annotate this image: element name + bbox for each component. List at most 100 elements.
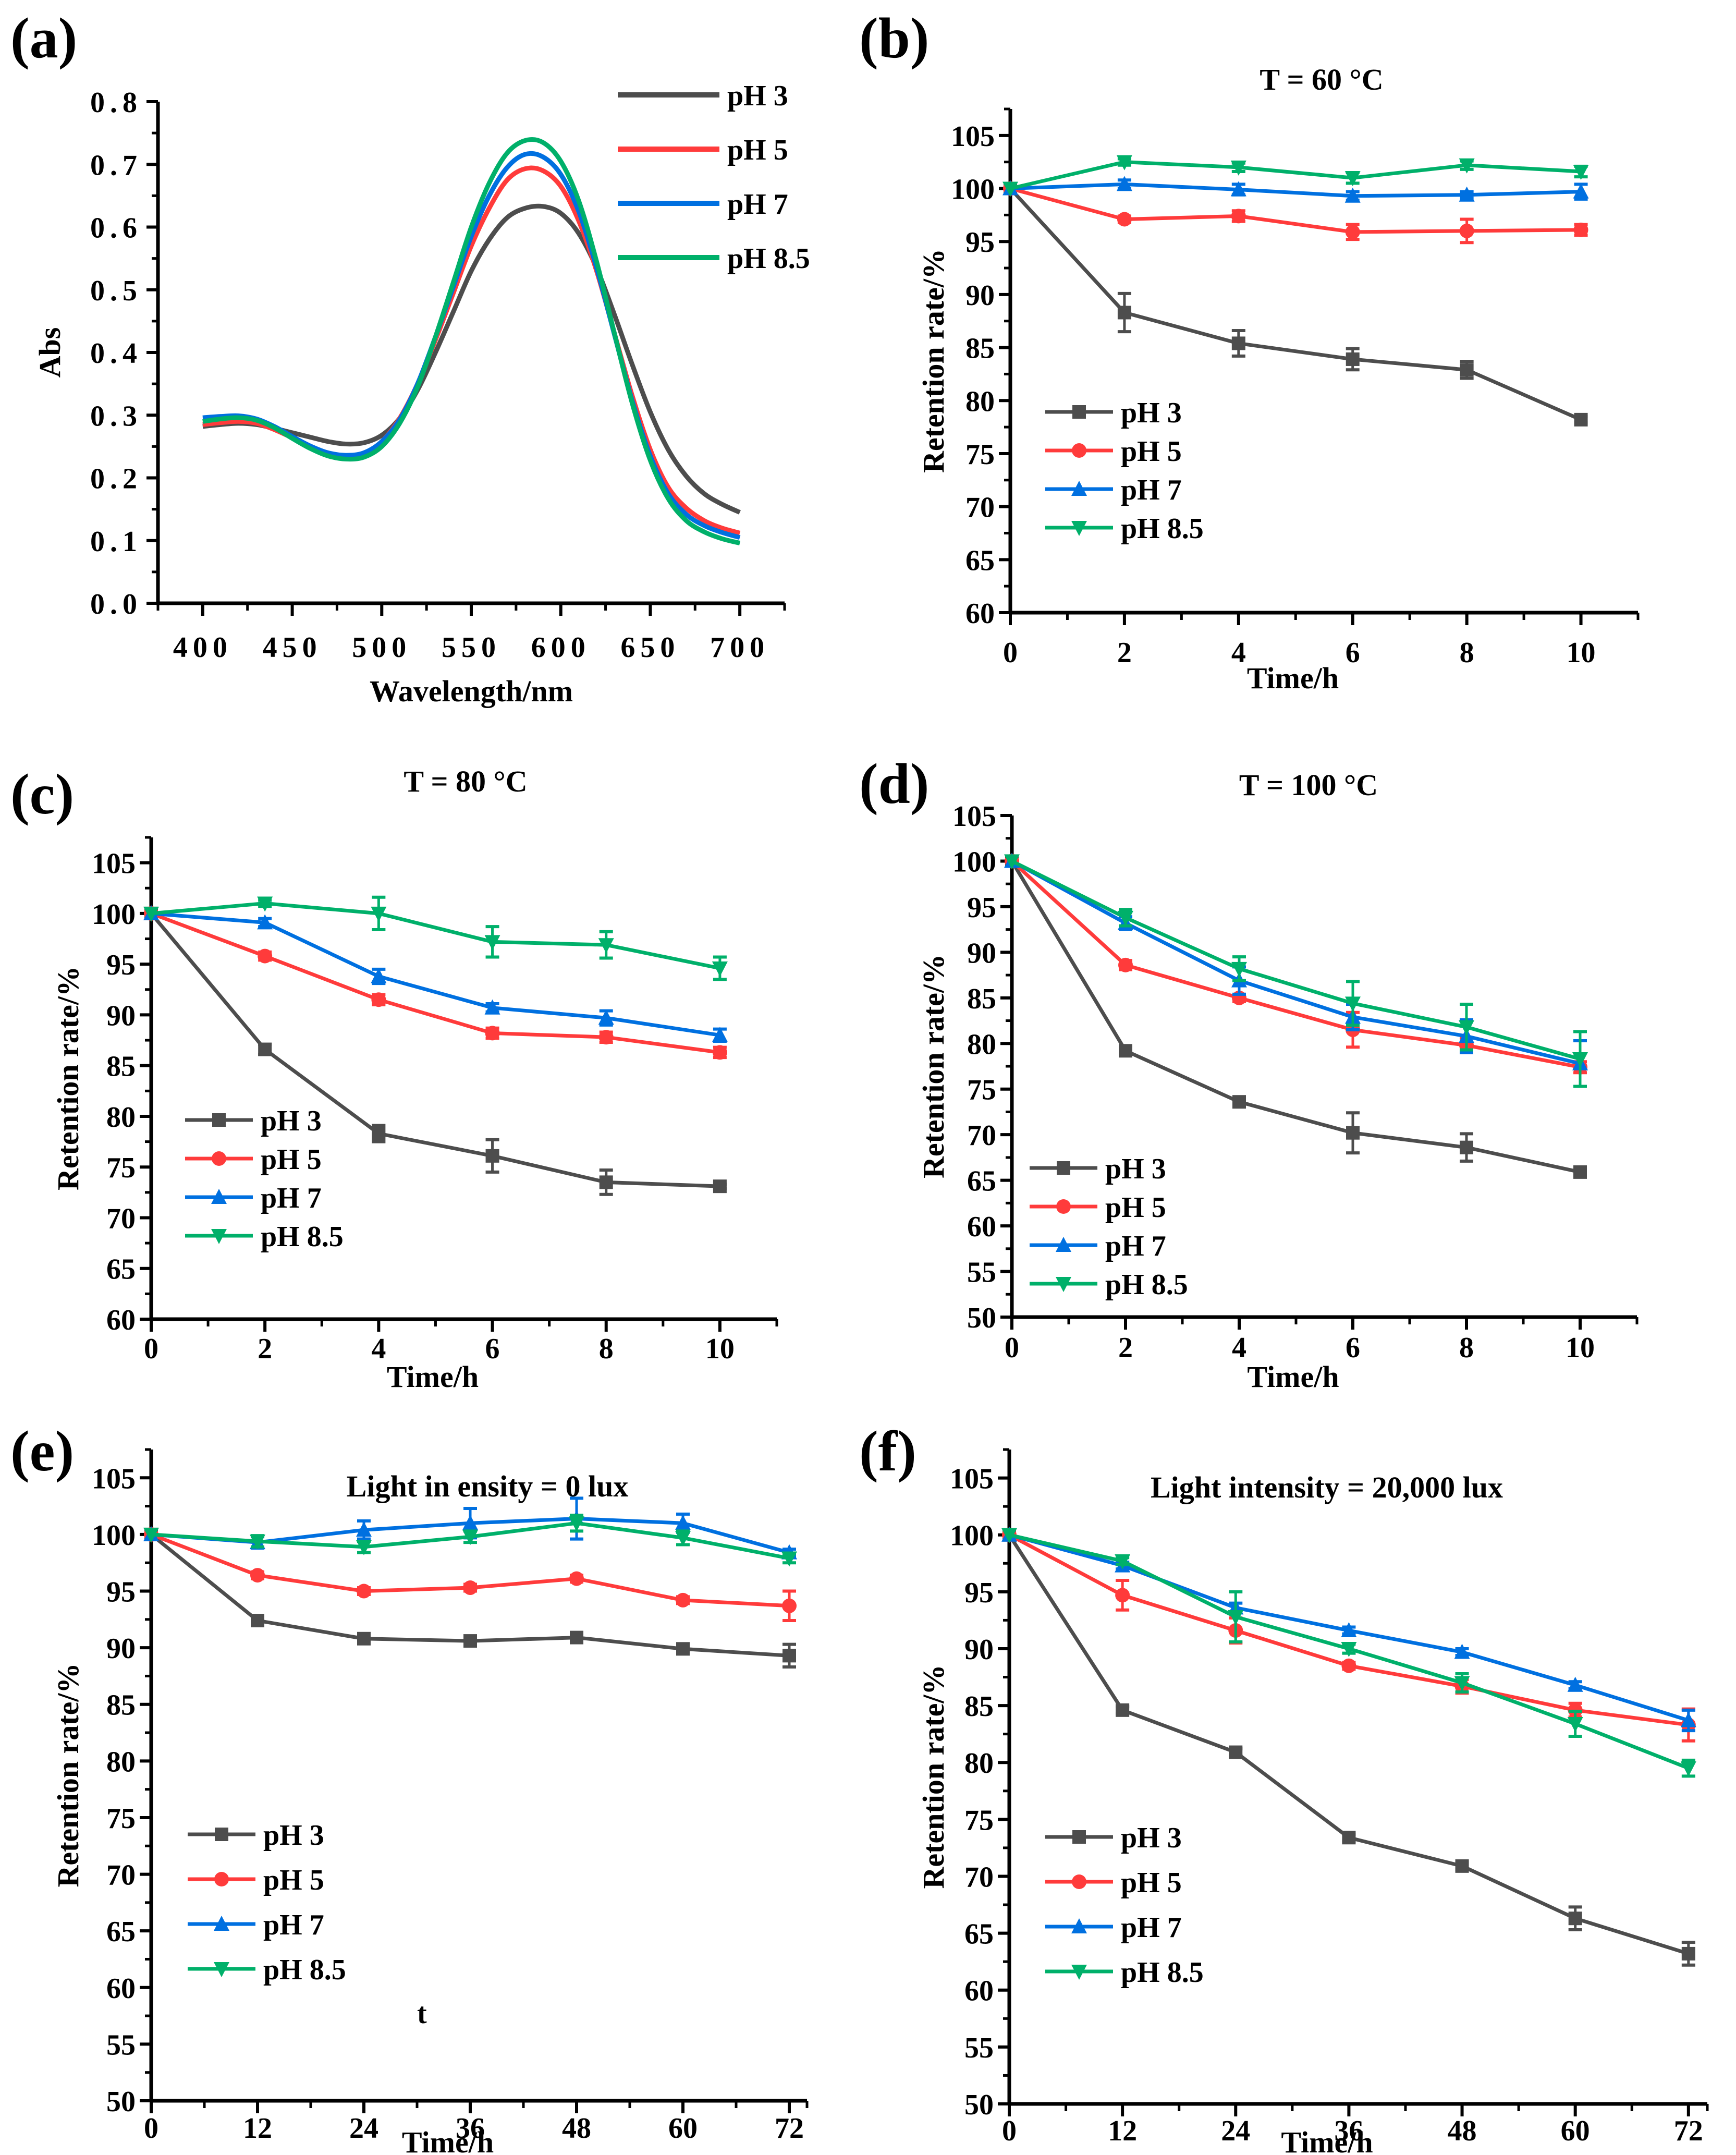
y-tick-label: 0.1	[90, 526, 142, 558]
series-ph-3	[1003, 1528, 1695, 1967]
data-point	[371, 968, 387, 983]
legend-marker	[1071, 1965, 1087, 1980]
panel-label: (c)	[10, 762, 74, 826]
data-point	[1572, 1052, 1588, 1068]
legend-marker	[1071, 481, 1087, 496]
x-axis-title: Time/h	[1281, 2125, 1373, 2155]
data-point	[1228, 1610, 1244, 1625]
legend-marker	[211, 1189, 227, 1204]
y-tick-label: 65	[964, 1918, 994, 1951]
x-tick-label: 2	[1118, 1332, 1133, 1364]
legend-label: pH 3	[1121, 397, 1182, 429]
data-point	[1454, 1676, 1470, 1691]
x-tick-label: 0	[1002, 2115, 1017, 2147]
x-axis-title: Time/h	[1247, 1360, 1339, 1394]
data-point	[598, 1030, 614, 1045]
data-point	[1118, 957, 1133, 972]
data-point	[356, 1521, 372, 1537]
legend-label: pH 7	[261, 1182, 322, 1214]
y-tick-label: 85	[106, 1689, 136, 1722]
data-point	[1573, 164, 1589, 180]
y-tick-label: 0.3	[90, 400, 142, 432]
y-tick-label: 85	[967, 983, 996, 1015]
data-point	[1573, 1165, 1587, 1179]
panel-label: (d)	[859, 752, 929, 815]
legend-label: pH 8.5	[1121, 513, 1204, 545]
y-tick-label: 75	[106, 1152, 136, 1184]
annotation-text: t	[417, 1998, 427, 2030]
legend-item: pH 3	[618, 80, 788, 112]
x-tick-label: 36	[456, 2112, 485, 2145]
series-line	[1010, 187, 1581, 234]
legend-label: pH 8.5	[261, 1221, 344, 1253]
legend-item: pH 7	[618, 188, 788, 221]
legend-item: pH 5	[1045, 435, 1182, 468]
legend-item: pH 5	[1030, 1191, 1166, 1224]
y-tick-label: 55	[967, 1257, 996, 1289]
y-axis-title: Retention rate/%	[916, 1664, 950, 1889]
x-tick-label: 6	[1346, 1332, 1360, 1364]
panel-label: (e)	[10, 1419, 74, 1483]
data-point	[143, 1527, 159, 1543]
data-point	[1119, 1044, 1132, 1058]
legend: pH 3 pH 5 pH 7 pH 8.5	[185, 1105, 344, 1253]
legend-marker	[1072, 405, 1086, 419]
data-point	[257, 914, 273, 930]
data-point	[258, 1042, 272, 1056]
series-ph-3	[144, 906, 727, 1196]
y-tick-label: 80	[967, 1028, 996, 1061]
x-tick-label: 2	[1117, 637, 1132, 669]
data-point	[371, 992, 386, 1007]
data-point	[484, 935, 500, 951]
x-tick-label: 2	[258, 1333, 272, 1365]
legend-label: pH 8.5	[1121, 1956, 1204, 1989]
legend-marker	[212, 1113, 226, 1127]
x-tick-label: 500	[352, 631, 411, 664]
y-tick-label: 0.8	[90, 87, 142, 119]
y-tick-label: 60	[106, 1304, 136, 1336]
y-tick-label: 50	[967, 1302, 996, 1334]
panel-f: (f) Light intensity = 20,000 lux 50 55 60 65 7…	[859, 1419, 1709, 2155]
data-point	[1459, 223, 1474, 238]
x-tick-label: 0	[144, 2112, 158, 2145]
legend-label: pH 3	[263, 1819, 324, 1852]
legend: pH 3 pH 5 pH 7 pH 8.5	[188, 1819, 346, 1986]
data-point	[1118, 910, 1133, 926]
data-point	[1341, 1622, 1357, 1638]
data-point	[1459, 158, 1475, 174]
y-tick-label: 50	[106, 2086, 136, 2118]
x-tick-label: 550	[442, 631, 501, 664]
series-ph-8-5	[1003, 155, 1589, 197]
y-tick-label: 65	[967, 1165, 996, 1198]
data-point	[1115, 1588, 1130, 1603]
data-point	[1455, 1859, 1469, 1873]
series-line	[1008, 1533, 1689, 1956]
data-point	[675, 1531, 691, 1547]
x-tick-label: 6	[1346, 637, 1360, 669]
series-line	[150, 912, 720, 1188]
y-tick-label: 50	[964, 2089, 994, 2121]
legend-marker	[1072, 1874, 1086, 1889]
y-tick-label: 80	[964, 1747, 994, 1780]
legend: pH 3 pH 5 pH 7 pH 8.5	[1045, 1822, 1204, 1989]
legend-item: pH 5	[1045, 1867, 1182, 1899]
data-point	[1573, 183, 1589, 199]
data-point	[485, 1026, 500, 1041]
legend-item: pH 5	[188, 1864, 324, 1896]
x-tick-label: 8	[599, 1333, 614, 1365]
y-tick-label: 60	[967, 1211, 996, 1243]
panel-label: (f)	[859, 1419, 916, 1483]
x-tick-label: 12	[243, 2112, 272, 2145]
y-tick-label: 60	[106, 1973, 136, 2005]
y-tick-label: 65	[106, 1916, 136, 1948]
series-curve	[202, 203, 741, 515]
data-point	[1004, 854, 1020, 870]
legend-label: pH 7	[1121, 1912, 1182, 1944]
data-point	[1230, 160, 1246, 176]
data-point	[782, 1598, 797, 1613]
data-point	[712, 1027, 728, 1042]
legend-label: pH 7	[727, 188, 788, 221]
x-tick-label: 4	[1231, 637, 1246, 669]
data-point	[371, 906, 387, 922]
legend-label: pH 8.5	[263, 1954, 346, 1986]
